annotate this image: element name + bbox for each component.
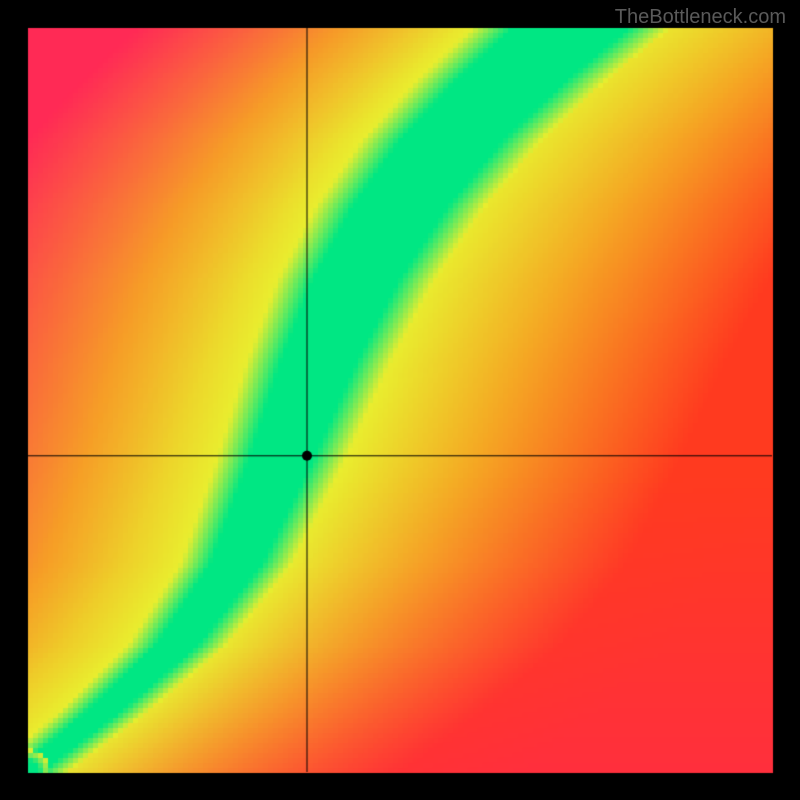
bottleneck-heatmap: [0, 0, 800, 800]
watermark-text: TheBottleneck.com: [615, 6, 786, 29]
